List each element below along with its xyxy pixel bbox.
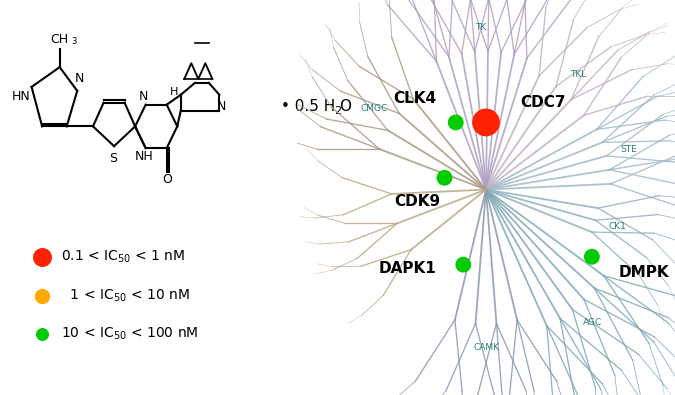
Text: STE: STE <box>620 145 637 154</box>
Text: O: O <box>162 173 171 186</box>
Point <box>450 119 461 126</box>
Text: • 0.5 H: • 0.5 H <box>281 99 335 114</box>
Point <box>458 261 468 268</box>
Point <box>587 254 597 260</box>
Text: HN: HN <box>11 90 30 103</box>
Point <box>439 175 450 181</box>
Text: N: N <box>217 100 226 113</box>
Text: CLK4: CLK4 <box>394 91 437 106</box>
Text: N: N <box>139 90 148 103</box>
Text: CMGC: CMGC <box>361 103 388 113</box>
Text: O: O <box>339 99 351 114</box>
Text: CDC7: CDC7 <box>520 95 566 110</box>
Text: 2: 2 <box>335 106 342 117</box>
Text: 10 < IC$_{50}$ < 100 nM: 10 < IC$_{50}$ < 100 nM <box>61 325 199 342</box>
Text: CDK9: CDK9 <box>394 194 441 209</box>
Text: 0.1 < IC$_{50}$ < 1 nM: 0.1 < IC$_{50}$ < 1 nM <box>61 248 186 265</box>
Text: CAMK: CAMK <box>473 343 499 352</box>
Text: TK: TK <box>475 23 486 32</box>
Text: N: N <box>74 73 84 85</box>
Text: S: S <box>109 152 117 164</box>
Text: AGC: AGC <box>583 318 603 327</box>
Text: 1 < IC$_{50}$ < 10 nM: 1 < IC$_{50}$ < 10 nM <box>61 288 190 305</box>
Text: 3: 3 <box>71 37 76 46</box>
Text: H: H <box>169 87 178 97</box>
Text: CH: CH <box>51 33 69 46</box>
Text: TKL: TKL <box>570 70 587 79</box>
Text: DMPK: DMPK <box>618 265 669 280</box>
Text: CK1: CK1 <box>608 222 626 231</box>
Point <box>481 119 491 126</box>
Text: NH: NH <box>134 150 153 162</box>
Text: DAPK1: DAPK1 <box>379 261 437 276</box>
